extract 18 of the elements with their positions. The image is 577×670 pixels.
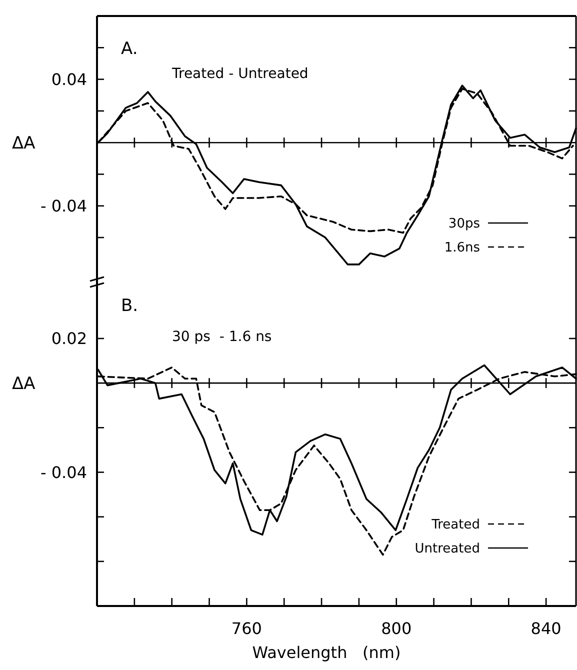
x-tick-label: 800 [381,619,412,638]
text: B. [121,296,138,316]
y-tick-label: - 0.04 [40,462,87,482]
y-axis-title: ΔA [12,374,36,394]
text: A. [121,39,138,59]
y-tick-label: 0.02 [51,329,87,348]
legend-label: Untreated [414,542,480,557]
y-tick-label: 0.04 [51,70,87,89]
y-axis-title: ΔA [12,134,36,154]
legend-label: Treated [430,518,480,533]
x-tick-label: 840 [530,619,562,638]
x-tick-label: 760 [231,619,262,638]
y-tick-label: - 0.04 [40,196,87,216]
text: 30 ps - 1.6 ns [172,329,272,345]
legend-label: 30ps [448,216,480,232]
x-axis-title: Wavelength (nm) [252,643,401,662]
text: Treated - Untreated [171,66,308,82]
legend-label: 1.6ns [444,240,480,256]
